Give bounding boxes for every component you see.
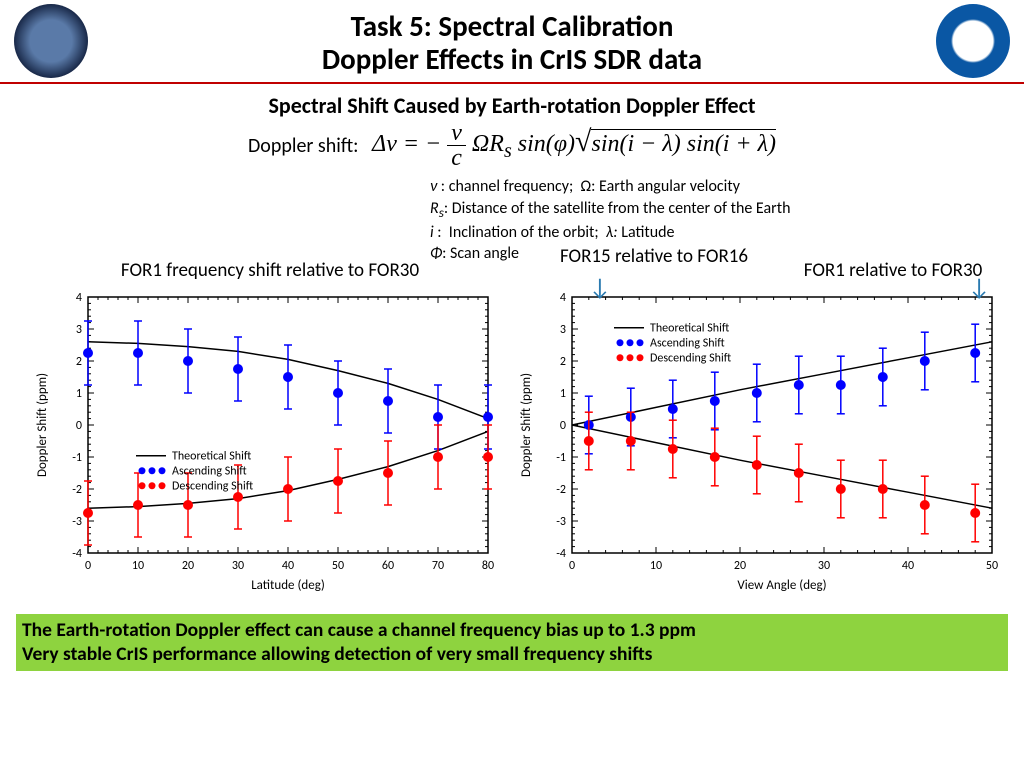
slide-header: Task 5: Spectral Calibration Doppler Eff… — [0, 0, 1024, 84]
svg-text:70: 70 — [432, 559, 444, 573]
svg-text:30: 30 — [232, 559, 244, 573]
svg-text:-4: -4 — [556, 547, 566, 561]
svg-text:1: 1 — [560, 387, 566, 401]
charts-row: FOR1 frequency shift relative to FOR30 0… — [0, 269, 1024, 604]
svg-text:20: 20 — [734, 559, 746, 573]
svg-text:View Angle (deg): View Angle (deg) — [737, 578, 826, 593]
chart-left-wrap: FOR1 frequency shift relative to FOR30 0… — [30, 269, 500, 604]
svg-text:50: 50 — [986, 559, 998, 573]
equation-row: Doppler shift: Δν = − ν c ΩRs sin(φ)√sin… — [0, 121, 1024, 170]
def-line-1: ν : channel frequency; Ω: Earth angular … — [430, 176, 1024, 198]
svg-text:0: 0 — [569, 559, 575, 573]
conclusion-box: The Earth-rotation Doppler effect can ca… — [16, 614, 1008, 671]
svg-text:20: 20 — [182, 559, 194, 573]
svg-text:1: 1 — [76, 387, 82, 401]
svg-text:-2: -2 — [72, 483, 82, 497]
svg-text:80: 80 — [482, 559, 494, 573]
subtitle: Spectral Shift Caused by Earth-rotation … — [0, 92, 1024, 119]
svg-text:Ascending Shift: Ascending Shift — [650, 337, 725, 351]
arrow-for15-icon: ↓ — [589, 273, 611, 302]
title-line-2: Doppler Effects in CrIS SDR data — [322, 43, 702, 76]
svg-text:-3: -3 — [556, 515, 566, 529]
svg-text:2: 2 — [560, 355, 566, 369]
svg-text:3: 3 — [560, 323, 566, 337]
svg-text:Theoretical Shift: Theoretical Shift — [650, 322, 730, 336]
title-block: Task 5: Spectral Calibration Doppler Eff… — [322, 6, 702, 77]
svg-text:10: 10 — [650, 559, 662, 573]
chart-right-title-left: FOR15 relative to FOR16 — [534, 245, 774, 268]
chart-left-title: FOR1 frequency shift relative to FOR30 — [70, 259, 470, 282]
svg-text:Theoretical Shift: Theoretical Shift — [172, 450, 252, 464]
noaa-logo-icon — [936, 4, 1010, 78]
svg-text:4: 4 — [76, 291, 82, 305]
svg-text:-2: -2 — [556, 483, 566, 497]
def-line-3: i : Inclination of the orbit; λ: Latitud… — [430, 222, 1024, 244]
doppler-vs-latitude-chart: 0 10 20 30 40 50 60 70 80 -4 -3 -2 -1 0 1 2 3 4 Latitude (… — [30, 269, 500, 599]
svg-text:-1: -1 — [556, 451, 566, 465]
def-line-2: Rs: Distance of the satellite from the c… — [430, 198, 1024, 222]
svg-text:60: 60 — [382, 559, 394, 573]
svg-text:-1: -1 — [72, 451, 82, 465]
doppler-equation: Δν = − ν c ΩRs sin(φ)√sin(i − λ) sin(i +… — [372, 131, 776, 157]
svg-text:Descending Shift: Descending Shift — [172, 480, 254, 494]
arrow-for1-icon: ↓ — [968, 273, 990, 302]
svg-text:Ascending Shift: Ascending Shift — [172, 465, 247, 479]
chart-right-wrap: FOR15 relative to FOR16 ↓ FOR1 relative … — [514, 269, 1004, 604]
svg-text:4: 4 — [560, 291, 566, 305]
svg-text:-3: -3 — [72, 515, 82, 529]
svg-text:30: 30 — [818, 559, 830, 573]
svg-text:Latitude (deg): Latitude (deg) — [251, 578, 325, 593]
svg-text:0: 0 — [560, 419, 566, 433]
nesdis-star-logo-icon — [14, 4, 88, 78]
svg-text:50: 50 — [332, 559, 344, 573]
svg-text:3: 3 — [76, 323, 82, 337]
svg-text:Descending Shift: Descending Shift — [650, 352, 732, 366]
conclusion-line-2: Very stable CrIS performance allowing de… — [22, 642, 1002, 666]
equation-label: Doppler shift: — [248, 134, 359, 158]
conclusion-line-1: The Earth-rotation Doppler effect can ca… — [22, 618, 1002, 642]
svg-text:Doppler Shift (ppm): Doppler Shift (ppm) — [519, 373, 534, 477]
svg-text:2: 2 — [76, 355, 82, 369]
title-line-1: Task 5: Spectral Calibration — [322, 10, 702, 43]
svg-text:0: 0 — [76, 419, 82, 433]
svg-text:40: 40 — [282, 559, 294, 573]
svg-text:0: 0 — [85, 559, 91, 573]
svg-text:40: 40 — [902, 559, 914, 573]
svg-text:10: 10 — [132, 559, 144, 573]
svg-text:-4: -4 — [72, 547, 82, 561]
doppler-vs-viewangle-chart: 0 10 20 30 40 50 -4 -3 -2 -1 0 1 2 3 4 View Angle (deg)… — [514, 269, 1004, 599]
svg-text:Doppler Shift (ppm): Doppler Shift (ppm) — [35, 373, 50, 477]
